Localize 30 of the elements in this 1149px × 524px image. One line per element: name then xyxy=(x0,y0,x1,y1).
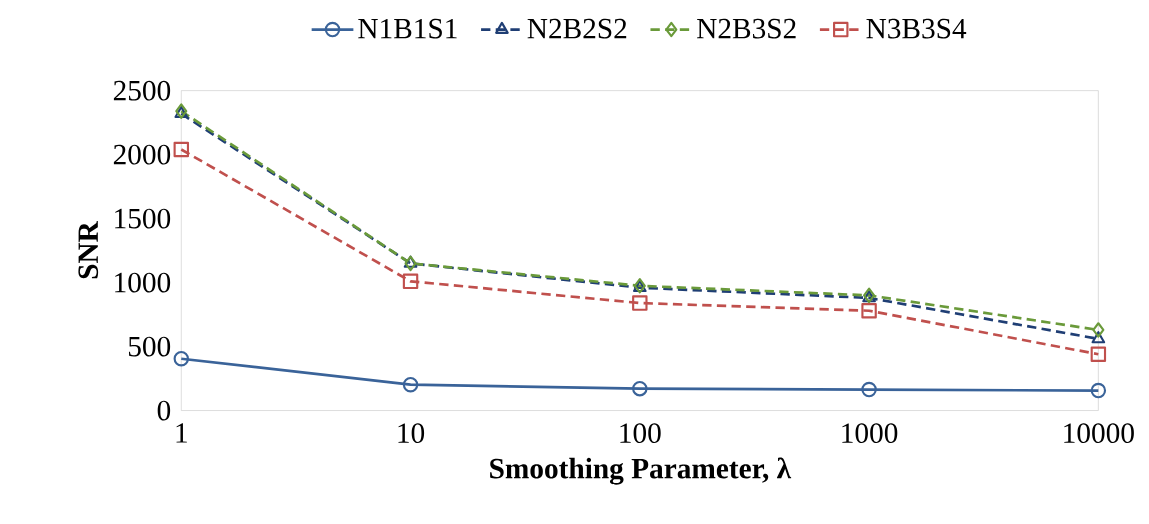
point xyxy=(1090,382,1107,399)
y-tick-label: 0 xyxy=(157,400,171,421)
x-axis-title: Smoothing Parameter, λ xyxy=(490,457,792,485)
point xyxy=(632,381,648,397)
y-axis-title: SNR xyxy=(78,221,99,279)
y-tick-label: 2000 xyxy=(113,144,171,165)
legend-label: N2B2S2 xyxy=(527,18,627,39)
y-tick-label: 1000 xyxy=(115,272,171,293)
x-tick-label: 10000 xyxy=(1064,423,1134,444)
point xyxy=(861,381,877,398)
point xyxy=(632,295,648,311)
point xyxy=(861,303,877,319)
legend-label: N1B1S1 xyxy=(358,18,457,39)
point xyxy=(402,377,419,393)
point xyxy=(1091,331,1106,344)
x-tick-label: 1000 xyxy=(842,423,898,444)
x-tick-label: 1 xyxy=(176,423,187,443)
point xyxy=(1092,322,1105,338)
x-tick-label: 100 xyxy=(620,423,661,444)
y-tick-label: 500 xyxy=(128,336,171,357)
legend-label: N2B3S2 xyxy=(697,18,796,39)
y-tick-label: 1500 xyxy=(115,208,171,229)
x-tick-label: 10 xyxy=(398,423,425,444)
point xyxy=(173,351,190,367)
point xyxy=(1090,346,1107,363)
point xyxy=(402,273,419,290)
point xyxy=(404,255,417,272)
legend-label: N3B3S4 xyxy=(866,18,967,39)
y-tick-label: 2500 xyxy=(113,80,171,101)
point xyxy=(173,141,190,158)
